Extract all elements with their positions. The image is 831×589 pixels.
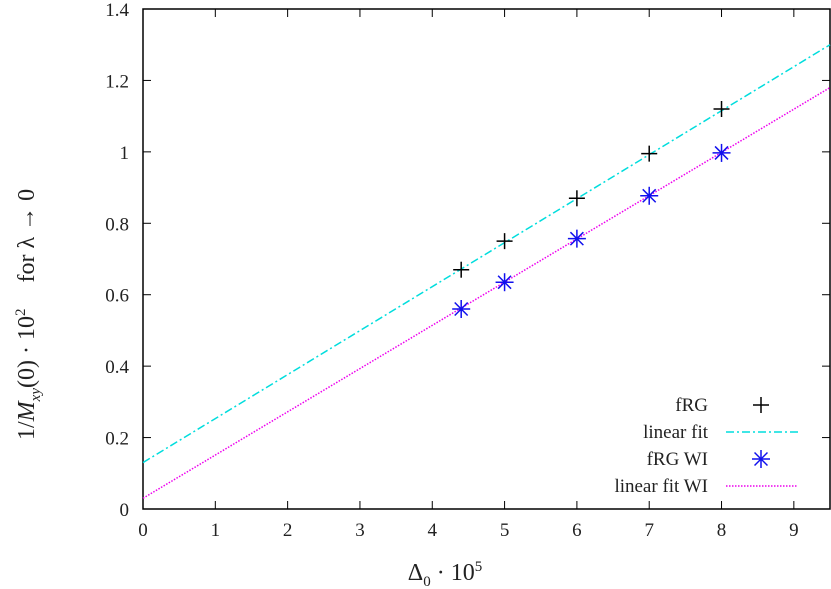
fit-line <box>142 44 831 464</box>
star-marker <box>495 273 514 292</box>
x-tick-label: 9 <box>789 520 799 541</box>
x-tick-label: 5 <box>500 520 510 541</box>
legend-label: linear fit WI <box>614 476 708 497</box>
plus-marker <box>568 190 585 207</box>
y-axis-title: 1/Mxy(0) · 102for λ → 0 <box>13 189 44 440</box>
legend: fRG linear fit fRG WI linear fit WI <box>614 395 798 497</box>
x-tick-label: 7 <box>644 520 654 541</box>
x-tick-label: 6 <box>572 520 582 541</box>
x-axis-title: Δ0 · 105 <box>408 559 482 589</box>
point-series <box>453 101 730 278</box>
x-tick-label: 8 <box>717 520 727 541</box>
legend-label: fRG WI <box>647 449 708 470</box>
y-tick-label: 0.2 <box>105 429 129 450</box>
svg-text:1/Mxy(0) · 102for λ → 0: 1/Mxy(0) · 102for λ → 0 <box>13 189 44 440</box>
axis-ticks: 0 1 2 3 4 5 6 7 8 9 0 0.2 0.4 0.6 0.8 1 1.2 1.4 <box>105 0 830 541</box>
y-tick-label: 0.6 <box>105 286 129 307</box>
legend-marker-swatch <box>753 397 769 413</box>
x-tick-label: 3 <box>355 520 365 541</box>
star-marker <box>640 186 659 205</box>
y-tick-label: 1.2 <box>105 71 129 92</box>
x-tick-label: 2 <box>283 520 293 541</box>
legend-label: linear fit <box>643 422 709 443</box>
data-series <box>142 44 831 499</box>
plus-marker <box>453 261 470 278</box>
fit-line <box>142 86 831 499</box>
legend-label: fRG <box>675 395 708 416</box>
plot-frame <box>142 8 831 510</box>
star-marker <box>712 143 731 162</box>
y-tick-label: 0.8 <box>105 214 129 235</box>
x-tick-label: 1 <box>211 520 221 541</box>
y-tick-label: 0.4 <box>105 357 129 378</box>
y-tick-label: 1.4 <box>105 0 129 21</box>
star-marker <box>567 229 586 248</box>
plot-area <box>142 8 831 510</box>
star-marker <box>452 300 471 318</box>
y-tick-label: 0 <box>120 500 130 521</box>
plus-marker <box>713 101 730 117</box>
point-series <box>452 143 731 318</box>
x-tick-label: 4 <box>428 520 438 541</box>
plus-marker <box>496 233 513 250</box>
x-tick-label: 0 <box>138 520 148 541</box>
y-tick-label: 1 <box>120 143 130 164</box>
legend-marker-swatch <box>752 450 770 468</box>
plus-marker <box>641 145 658 162</box>
